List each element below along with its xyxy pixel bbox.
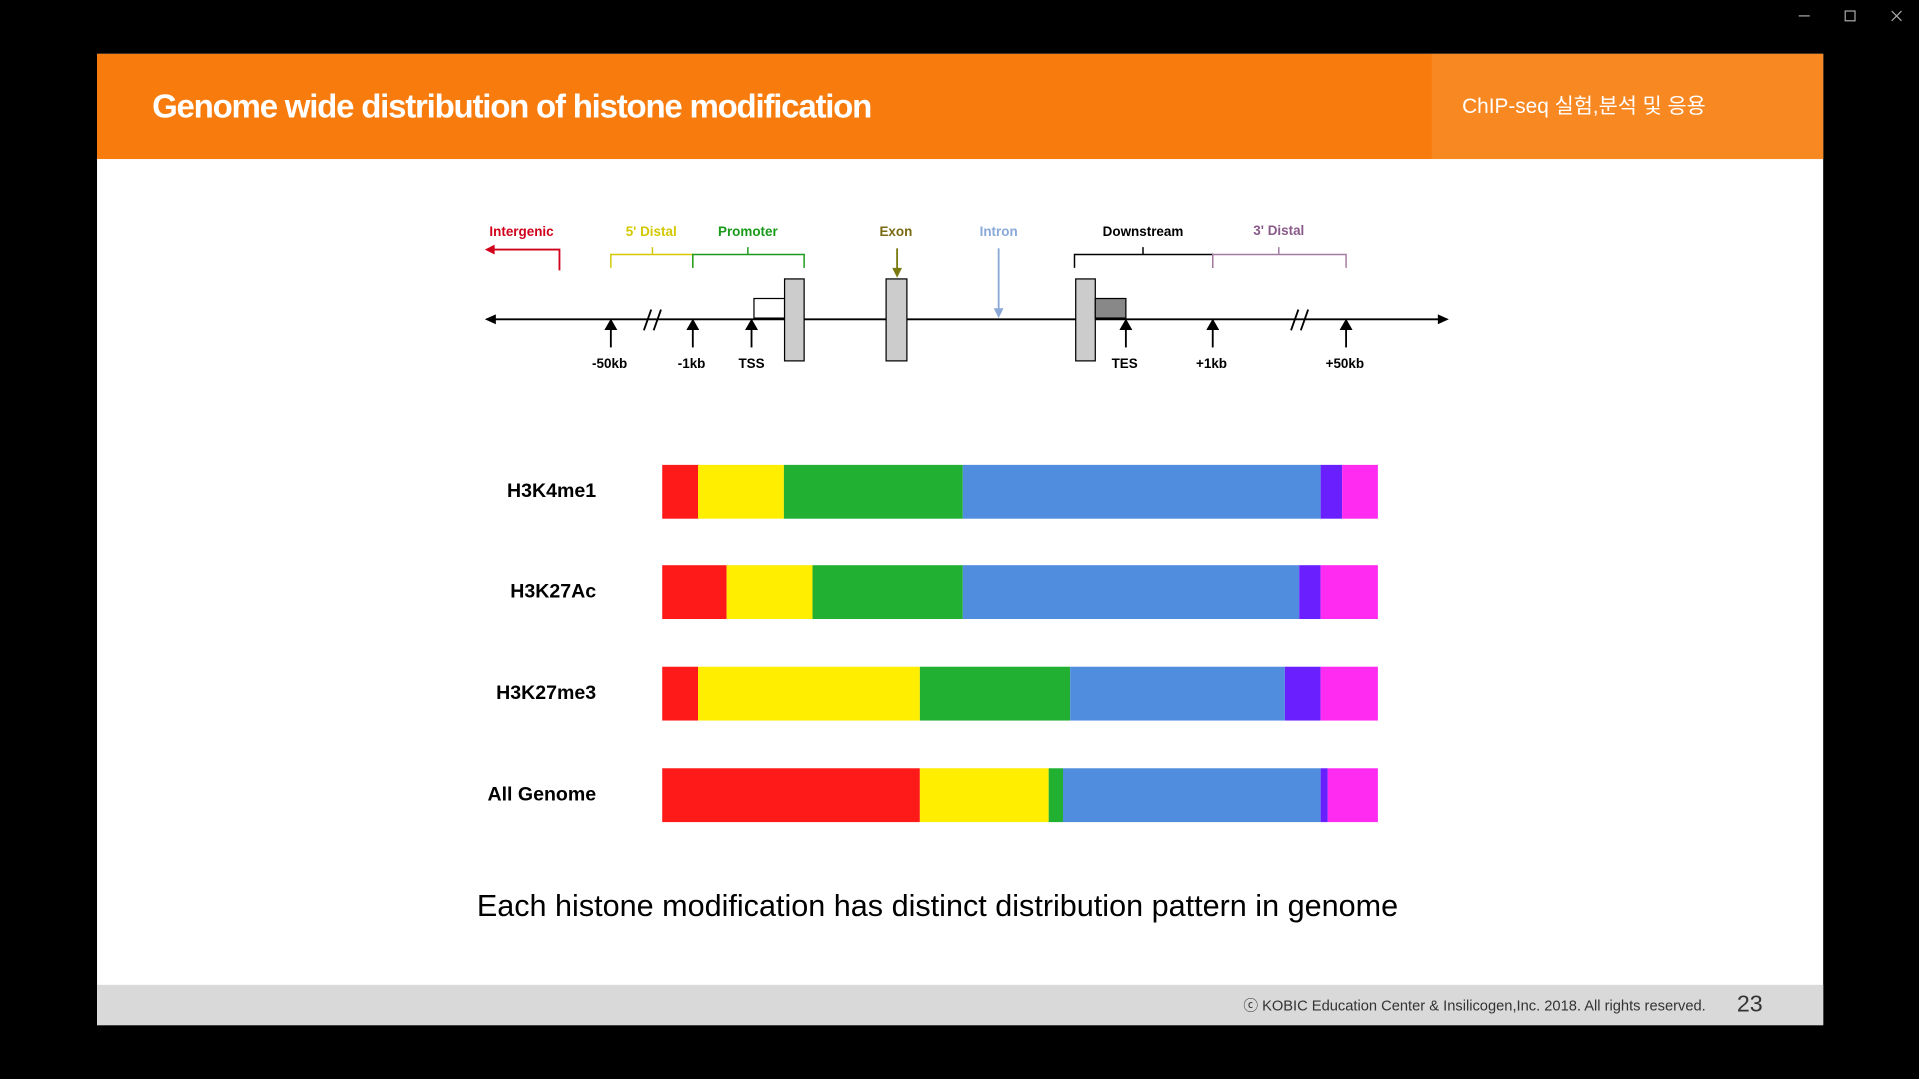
bar-segment [919, 666, 1071, 721]
category-label: All Genome [487, 783, 596, 805]
position-label: TSS [738, 356, 764, 371]
bar-segment [1320, 464, 1343, 519]
bar-segment [812, 565, 963, 620]
bar-segment [662, 464, 699, 519]
bar-segment [783, 464, 963, 519]
copyright: ⓒ KOBIC Education Center & Insilicogen,I… [1243, 998, 1705, 1015]
region-label: Downstream [1103, 224, 1184, 239]
position-label: +1kb [1196, 356, 1227, 371]
bar-segment [1320, 666, 1378, 721]
bar-segment [698, 464, 784, 519]
bar-segment [662, 565, 727, 620]
category-label: H3K27Ac [510, 580, 596, 602]
position-label: +50kb [1326, 356, 1364, 371]
bar-segment [962, 464, 1321, 519]
stacked-bar-chart: H3K4me1 H3K27Ac H3K27me3 All Genome [487, 464, 1378, 823]
bar-segment [1284, 666, 1321, 721]
bar-segment [1048, 768, 1063, 823]
slide-title: Genome wide distribution of histone modi… [152, 88, 871, 125]
region-label: Exon [879, 224, 912, 239]
bar-segment [1320, 565, 1378, 620]
bar-segment [962, 565, 1300, 620]
region-label: Intergenic [489, 224, 554, 239]
bar-segment [662, 768, 920, 823]
page-number: 23 [1737, 991, 1763, 1017]
bar-segment [1070, 666, 1285, 721]
slide [97, 53, 1824, 1026]
bar-segment [1320, 768, 1328, 823]
header-bar [97, 53, 1824, 160]
bar-segment [1342, 464, 1378, 519]
bar-segment [1299, 565, 1321, 620]
category-label: H3K4me1 [507, 480, 596, 502]
window-controls[interactable] [1798, 10, 1902, 22]
position-label: -1kb [678, 356, 706, 371]
region-label: Promoter [718, 224, 779, 239]
position-label: -50kb [592, 356, 627, 371]
position-label: TES [1112, 356, 1138, 371]
bar-segment [919, 768, 1049, 823]
header-decoration [1431, 53, 1824, 160]
bar-segment [698, 666, 920, 721]
bar-segment [662, 666, 699, 721]
region-label: 3' Distal [1253, 223, 1304, 238]
footer-bar [97, 984, 1824, 1026]
region-label: 5' Distal [626, 224, 677, 239]
bar-segment [1327, 768, 1378, 823]
gene-diagram [484, 244, 1449, 362]
category-label: H3K27me3 [496, 682, 596, 704]
caption: Each histone modification has distinct d… [477, 889, 1398, 923]
bar-segment [1062, 768, 1321, 823]
bar-segment [726, 565, 813, 620]
region-label: Intron [980, 224, 1018, 239]
slide-subtitle: ChIP-seq 실험,분석 및 응용 [1462, 95, 1706, 118]
